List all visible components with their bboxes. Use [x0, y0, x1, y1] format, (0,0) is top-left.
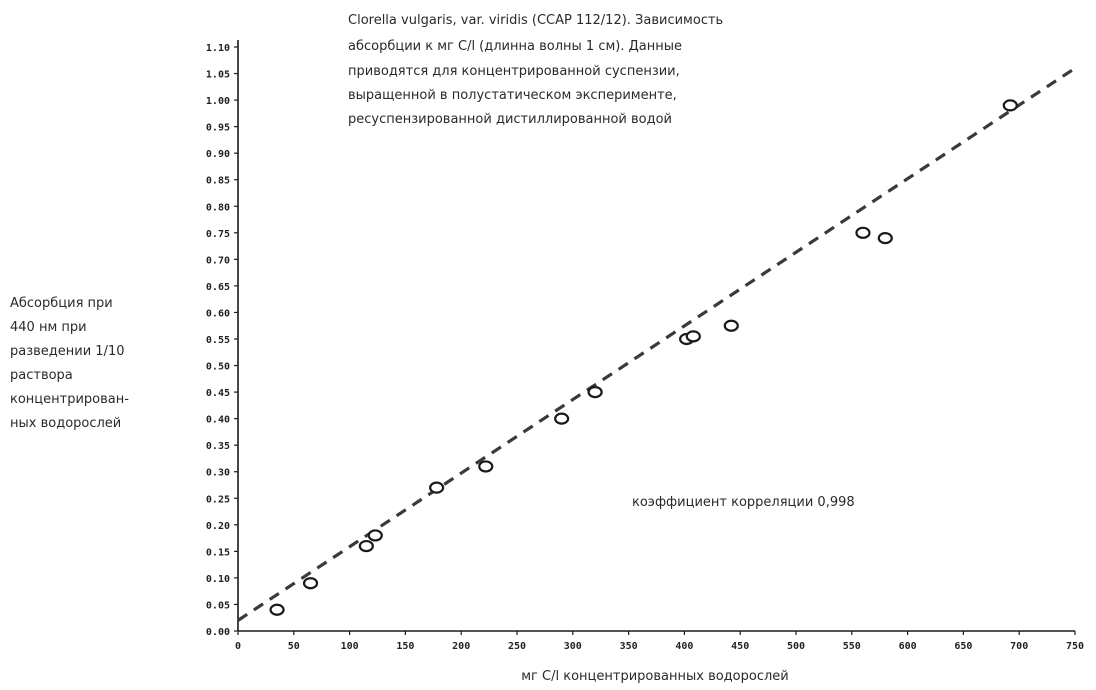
- data-point: [685, 330, 701, 343]
- x-tick-label: 300: [564, 641, 582, 652]
- y-tick-label: 0.85: [206, 176, 230, 187]
- data-point: [367, 529, 383, 542]
- x-tick-label: 700: [1010, 641, 1028, 652]
- y-tick-label: 1.10: [206, 43, 230, 54]
- x-axis-ticks: 0 50 100 150 200 250 300 350 400 450 500 550 600 650 7…: [235, 631, 1084, 652]
- x-axis-label: мг С/l концентрированных водорослей: [521, 669, 788, 684]
- y-tick-label: 0.15: [206, 547, 230, 558]
- y-axis-label-line: разведении 1/10: [10, 344, 125, 359]
- data-point: [554, 412, 570, 425]
- data-point: [358, 539, 374, 553]
- y-tick-label: 1.05: [206, 70, 230, 81]
- data-point: [877, 232, 893, 245]
- x-tick-label: 100: [341, 641, 359, 652]
- y-tick-label: 0.65: [206, 282, 230, 293]
- y-axis-label-line: 440 нм при: [10, 320, 87, 335]
- y-tick-label: 0.50: [206, 362, 230, 373]
- y-tick-label: 1.00: [206, 96, 230, 107]
- data-point: [1002, 99, 1018, 112]
- x-tick-label: 500: [787, 641, 805, 652]
- data-point: [302, 577, 319, 590]
- title-line: выращенной в полустатическом эксперимент…: [348, 88, 677, 103]
- data-point: [269, 603, 285, 616]
- data-points: [269, 99, 1018, 616]
- x-tick-label: 200: [452, 641, 470, 652]
- data-point: [723, 319, 739, 332]
- y-axis-label-line: ных водорослей: [10, 416, 121, 431]
- title-line: абсорбции к мг С/l (длинна волны 1 см). …: [348, 39, 682, 54]
- x-tick-label: 400: [675, 641, 693, 652]
- y-tick-label: 0.90: [206, 149, 230, 160]
- y-tick-label: 0.35: [206, 441, 230, 452]
- x-tick-label: 650: [954, 641, 972, 652]
- y-tick-label: 0.30: [206, 468, 230, 479]
- axes: [237, 40, 1075, 632]
- x-tick-label: 600: [899, 641, 917, 652]
- data-point: [855, 226, 871, 239]
- y-tick-label: 0.05: [206, 600, 230, 611]
- y-tick-label: 0.10: [206, 574, 230, 585]
- y-tick-label: 0.95: [206, 123, 230, 134]
- y-axis-label: Абсорбция при 440 нм при разведении 1/10…: [10, 296, 129, 431]
- chart-title: Clorella vulgaris, var. viridis (CCAP 11…: [348, 13, 723, 127]
- x-tick-label: 750: [1066, 641, 1084, 652]
- data-point: [587, 385, 603, 399]
- x-tick-label: 50: [288, 641, 300, 652]
- y-tick-label: 0.20: [206, 521, 230, 532]
- title-line: приводятся для концентрированной суспенз…: [348, 64, 680, 79]
- data-point: [429, 481, 445, 494]
- regression-line: [237, 66, 1076, 622]
- x-tick-label: 550: [843, 641, 861, 652]
- y-tick-label: 0.70: [206, 255, 230, 266]
- y-tick-label: 0.00: [206, 627, 230, 638]
- x-tick-label: 450: [731, 641, 749, 652]
- title-line: Clorella vulgaris, var. viridis (CCAP 11…: [348, 13, 723, 28]
- y-tick-label: 0.45: [206, 388, 230, 399]
- x-tick-label: 150: [396, 641, 414, 652]
- y-tick-label: 0.40: [206, 415, 230, 426]
- y-axis-label-line: Абсорбция при: [10, 296, 113, 311]
- x-tick-label: 250: [508, 641, 526, 652]
- regression-line-group: [237, 66, 1076, 622]
- correlation-annotation: коэффициент корреляции 0,998: [632, 495, 855, 510]
- x-tick-label: 0: [235, 641, 241, 652]
- title-line: ресуспензированной дистиллированной водо…: [348, 112, 672, 127]
- y-tick-label: 0.80: [206, 202, 230, 213]
- y-tick-label: 0.60: [206, 308, 230, 319]
- y-axis-label-line: раствора: [10, 368, 73, 383]
- y-axis-ticks: 0.00 0.05 0.10 0.15 0.20 0.25 0.30 0.35 0.40 0.45…: [206, 43, 238, 638]
- y-axis-label-line: концентрирован-: [10, 392, 129, 407]
- data-point: [478, 460, 494, 473]
- y-tick-label: 0.25: [206, 494, 230, 505]
- y-tick-label: 0.55: [206, 335, 230, 346]
- x-tick-label: 350: [620, 641, 638, 652]
- y-tick-label: 0.75: [206, 229, 230, 240]
